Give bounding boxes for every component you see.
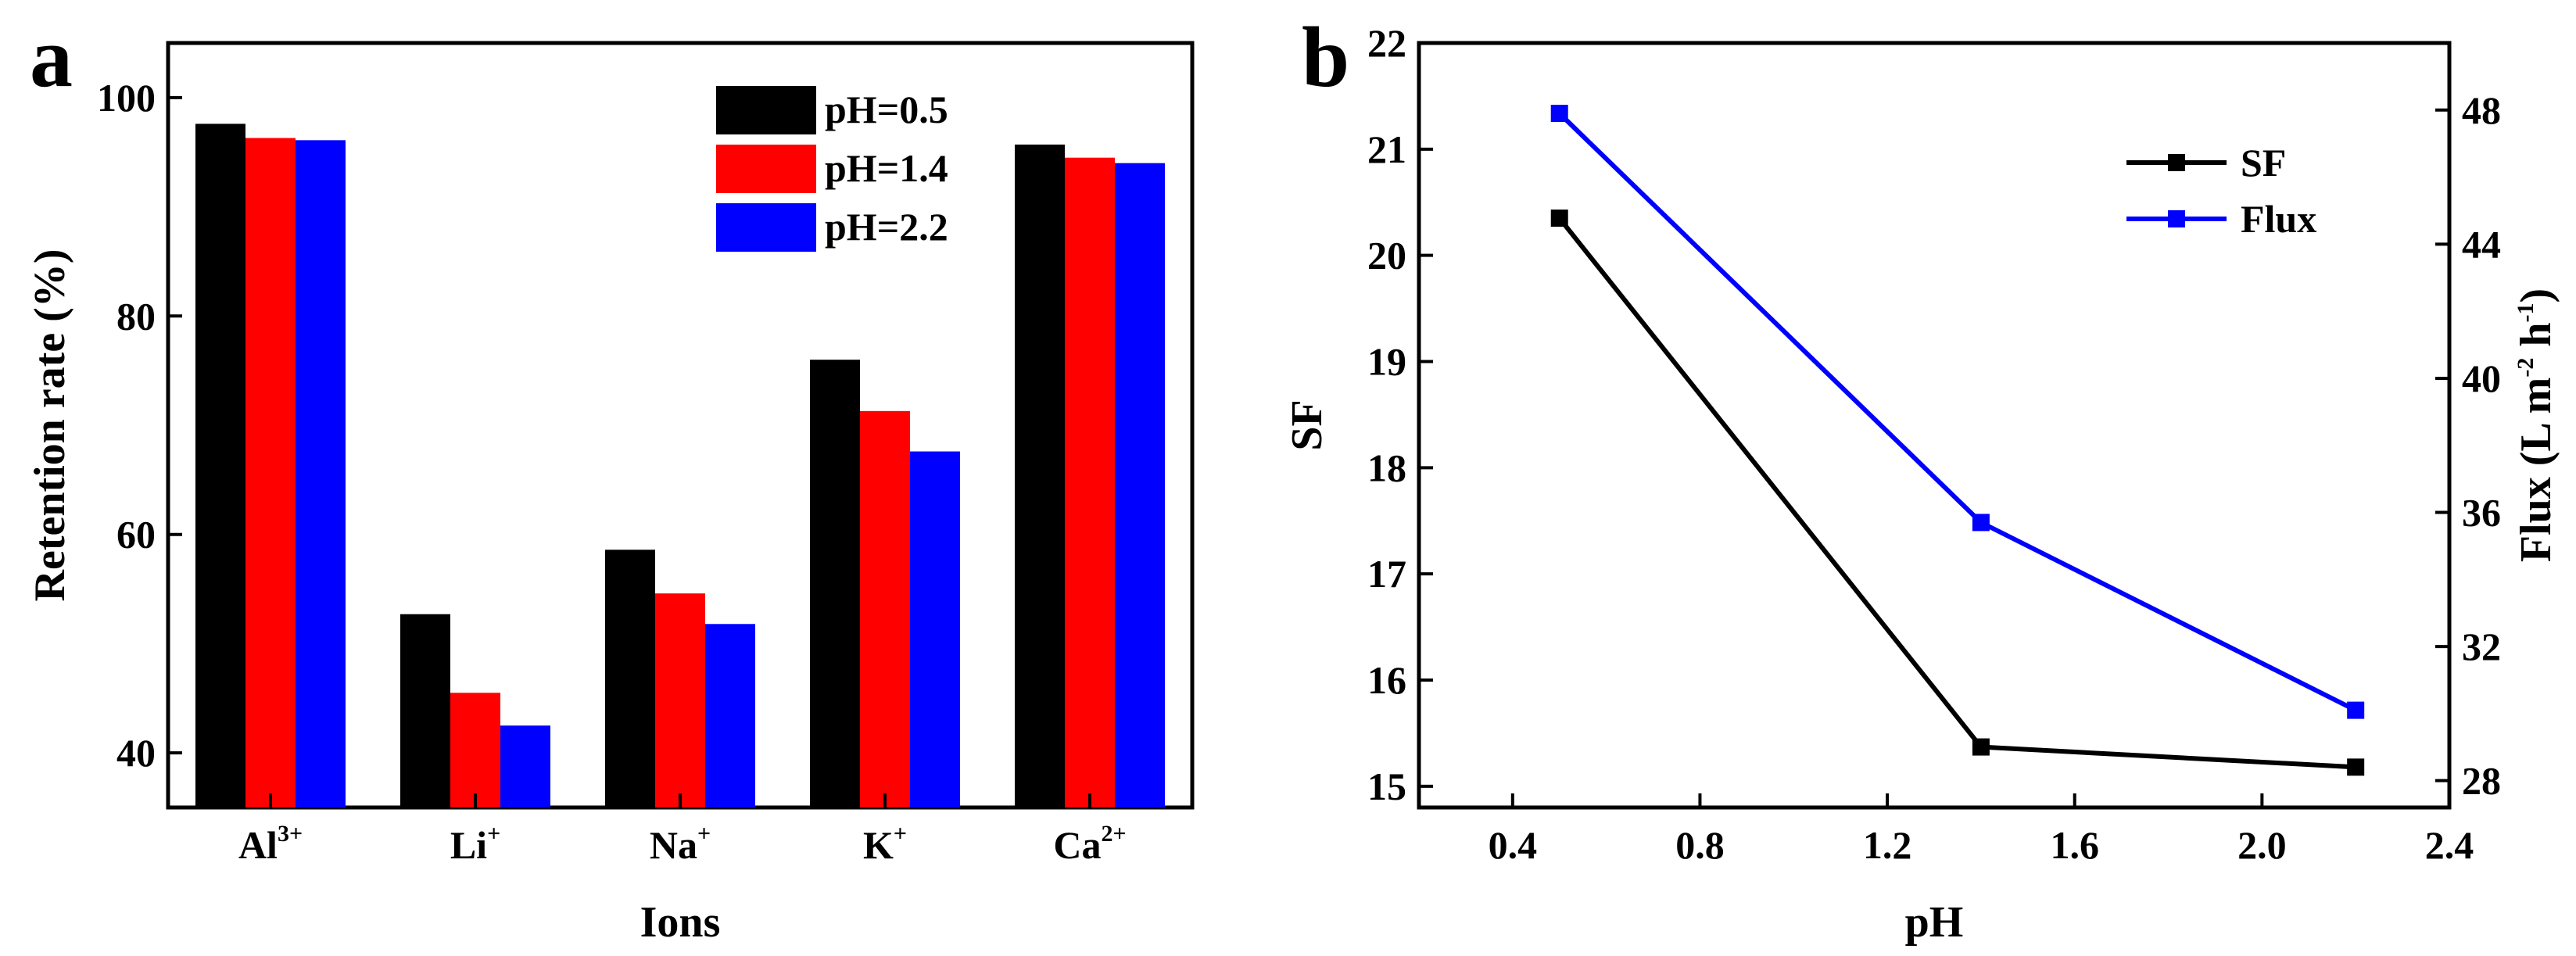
x-tick-label: Na+	[650, 821, 711, 867]
legend-swatch	[716, 203, 816, 252]
panel-b-right-y-axis-title: Flux (L m-2 h-1)	[2512, 288, 2560, 562]
x-tick-label-superscript: +	[487, 821, 500, 847]
y2-title-sup-2: -1	[2513, 303, 2538, 323]
y-tick-label: 100	[97, 76, 156, 120]
panel-b-y-axis-title: SF	[1283, 399, 1331, 450]
legend-marker	[2168, 210, 2185, 227]
legend-label: SF	[2241, 141, 2286, 184]
panel-b-plot-frame	[1417, 41, 2452, 810]
bar-pH-1-4-Al	[245, 138, 296, 808]
bar-pH-1-4-Li	[450, 693, 500, 807]
x-tick-label: Li+	[450, 821, 500, 867]
right-y-tick-label: 32	[2462, 625, 2501, 668]
panel-b-series	[1550, 105, 2365, 776]
bar-pH-2-2-Al	[296, 140, 346, 808]
legend-label: pH=2.2	[825, 205, 948, 249]
right-y-tick-label: 28	[2462, 759, 2501, 803]
x-tick-label: Al3+	[238, 821, 303, 867]
bar-pH-1-4-Na	[655, 593, 705, 807]
y2-title-part-2: h	[2512, 323, 2560, 358]
panel-a-x-axis-title: Ions	[640, 898, 721, 947]
left-y-tick-label: 16	[1367, 658, 1406, 702]
x-tick-label-base: Li	[450, 823, 487, 867]
x-tick-label: 1.6	[2050, 823, 2099, 867]
x-tick-label-superscript: +	[697, 821, 711, 847]
legend-marker	[2168, 154, 2185, 171]
left-y-tick-label: 15	[1367, 764, 1406, 808]
series-point-flux	[1550, 105, 1568, 123]
panel-a-label: a	[30, 9, 73, 105]
panel-b-right-y-ticks: 28 32 36 40 44 48	[2435, 88, 2501, 803]
panel-a-y-ticks: 40 60 80 100	[97, 76, 182, 775]
panel-b-x-ticks: 0.4 0.8 1.2 1.6 2.0 2.4	[1489, 793, 2474, 867]
legend-swatch	[716, 86, 816, 134]
y2-title-part-1: Flux (L m	[2512, 378, 2560, 562]
bar-pH-1-4-Ca	[1065, 157, 1115, 807]
y-tick-label: 60	[116, 513, 156, 557]
bar-pH-2-2-Na	[705, 624, 755, 807]
left-y-tick-label: 17	[1367, 552, 1406, 596]
bar-pH-2-2-Ca	[1115, 163, 1165, 807]
panel-a-y-axis-title: Retention rate (%)	[26, 249, 74, 602]
series-point-sf	[1550, 209, 1568, 227]
legend-swatch	[716, 145, 816, 193]
panel-b-left-y-ticks: 15 16 17 18 19 20 21 22	[1367, 21, 1433, 808]
panel-b-label: b	[1302, 9, 1349, 105]
y2-title-part-3: )	[2512, 288, 2560, 303]
panel-a-bars	[195, 124, 1165, 808]
y2-title-sup-1: -2	[2513, 358, 2538, 378]
left-y-tick-label: 18	[1367, 446, 1406, 489]
x-tick-label: K+	[863, 821, 907, 867]
x-tick-label: Ca2+	[1053, 821, 1126, 867]
bar-pH-0-5-K	[810, 360, 860, 808]
panel-b-legend: SF Flux	[2126, 141, 2316, 241]
bar-pH-0-5-Al	[195, 124, 245, 808]
bar-pH-2-2-K	[910, 451, 960, 807]
x-tick-label: 2.4	[2425, 823, 2474, 867]
series-point-flux	[1972, 514, 1990, 532]
bar-pH-0-5-Ca	[1015, 144, 1065, 808]
right-y-tick-label: 40	[2462, 356, 2501, 400]
bar-pH-2-2-Li	[500, 725, 550, 807]
series-point-sf	[1972, 738, 1990, 756]
right-y-tick-label: 36	[2462, 491, 2501, 535]
y-tick-label: 40	[116, 731, 156, 775]
panel-b-line-chart: b 0.4 0.8 1.2 1.6 2.0 2.4 15 16 17 18 19 20 21 22 28…	[1283, 9, 2560, 947]
x-tick-label-superscript: 3+	[278, 821, 303, 847]
panel-b-x-axis-title: pH	[1905, 898, 1964, 947]
left-y-tick-label: 19	[1367, 340, 1406, 384]
x-tick-label-superscript: +	[894, 821, 907, 847]
right-y-tick-label: 44	[2462, 222, 2501, 266]
x-tick-label-superscript: 2+	[1102, 821, 1127, 847]
x-tick-label-base: Ca	[1053, 823, 1101, 867]
x-tick-label-base: Na	[650, 823, 697, 867]
left-y-tick-label: 20	[1367, 234, 1406, 277]
x-tick-label: 2.0	[2237, 823, 2287, 867]
x-tick-label: 0.8	[1675, 823, 1725, 867]
legend-label: pH=0.5	[825, 88, 948, 131]
series-point-flux	[2347, 701, 2365, 719]
x-tick-label-base: Al	[238, 823, 278, 867]
left-y-tick-label: 21	[1367, 127, 1406, 171]
bar-pH-0-5-Li	[400, 614, 450, 807]
x-tick-label: 0.4	[1489, 823, 1538, 867]
panel-a-x-ticks: Al3+ Li+ Na+ K+ Ca2+	[238, 793, 1127, 867]
bar-pH-1-4-K	[860, 410, 910, 807]
x-tick-label-base: K	[863, 823, 894, 867]
x-tick-label: 1.2	[1863, 823, 1912, 867]
right-y-tick-label: 48	[2462, 88, 2501, 132]
bar-pH-0-5-Na	[605, 550, 655, 807]
series-point-sf	[2347, 758, 2365, 776]
legend-label: pH=1.4	[825, 146, 948, 190]
left-y-tick-label: 22	[1367, 21, 1406, 65]
panel-a-legend: pH=0.5 pH=1.4 pH=2.2	[716, 86, 948, 252]
legend-label: Flux	[2241, 197, 2316, 241]
y-tick-label: 80	[116, 294, 156, 338]
